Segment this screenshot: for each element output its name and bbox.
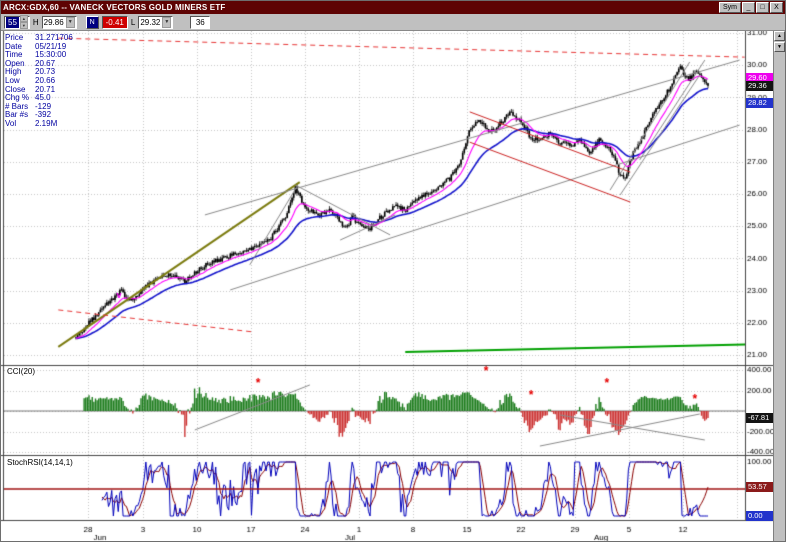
data-window-row: Time 15:30:00 — [5, 50, 73, 60]
dw-label: Chg % — [5, 93, 30, 103]
price-chart-canvas[interactable] — [1, 31, 773, 541]
window-controls: Sym _ □ X — [719, 2, 783, 13]
maximize-button[interactable]: □ — [756, 2, 769, 13]
chart-area: Price 31.271706 Date 05/21/19 Time 15:30:00… — [1, 31, 773, 541]
title-bar[interactable]: ARCX:GDX,60 -- VANECK VECTORS GOLD MINER… — [1, 1, 785, 14]
high-value-field[interactable]: 29.86 ▼ — [41, 15, 77, 29]
scroll-up-button[interactable]: ▲ — [774, 31, 785, 41]
dw-value: 45.0 — [35, 93, 51, 103]
spinner-icon[interactable]: ▲ ▼ — [19, 15, 28, 29]
data-window-row: High 20.73 — [5, 68, 73, 77]
low-label: L — [130, 17, 136, 27]
dw-value: 20.73 — [35, 67, 56, 77]
dw-value: 20.71 — [35, 84, 56, 94]
scroll-down-button[interactable]: ▼ — [774, 42, 785, 52]
dw-value: 05/21/19 — [35, 41, 67, 51]
right-scrollbar[interactable]: ▲ ▼ — [773, 31, 785, 541]
spinner-down-icon[interactable]: ▼ — [19, 22, 28, 29]
data-window-row: Low 20.66 — [5, 75, 73, 86]
dropdown-icon[interactable]: ▼ — [65, 16, 75, 28]
net-button[interactable]: N — [85, 15, 99, 29]
dw-label: # Bars — [5, 101, 29, 111]
dw-value: 20.66 — [35, 75, 56, 85]
price-tag-ema-fast: 29.60 — [746, 73, 773, 83]
data-window-row: # Bars -129 — [5, 101, 73, 112]
data-window-row: Bar #s -392 — [5, 111, 73, 120]
cci-panel-title: CCI(20) — [7, 367, 36, 376]
close-button[interactable]: X — [770, 2, 783, 13]
data-window-row: Chg % 45.0 — [5, 93, 73, 103]
low-value-field[interactable]: 29.32 ▼ — [138, 15, 174, 29]
low-value: 29.32 — [140, 17, 161, 27]
net-change-value: -0.41 — [101, 15, 128, 29]
window-title: ARCX:GDX,60 -- VANECK VECTORS GOLD MINER… — [3, 3, 226, 12]
interval-value: 55 — [6, 16, 19, 28]
dw-label: Close — [5, 84, 26, 94]
dropdown-icon[interactable]: ▼ — [162, 16, 172, 28]
data-window-row: Date 05/21/19 — [5, 41, 73, 52]
dw-label: Date — [5, 41, 22, 51]
high-label: H — [32, 17, 39, 27]
dw-value: 15:30:00 — [35, 50, 67, 60]
dw-label: Price — [5, 33, 24, 42]
stochrsi-panel-title: StochRSI(14,14,1) — [7, 458, 73, 467]
spinner-up-icon[interactable]: ▲ — [19, 15, 28, 22]
dw-label: Low — [5, 75, 20, 85]
price-tag-ema-slow: 28.82 — [746, 98, 773, 108]
minimize-button[interactable]: _ — [742, 2, 755, 13]
dw-label: High — [5, 67, 22, 77]
dw-value: 31.271706 — [35, 33, 73, 42]
interval-field[interactable]: 55 ▲ ▼ — [4, 15, 30, 29]
dw-label: Open — [5, 58, 25, 68]
dw-label: Bar #s — [5, 110, 29, 120]
dw-value: -129 — [35, 101, 52, 111]
data-window-row: Open 20.67 — [5, 58, 73, 69]
data-window: Price 31.271706 Date 05/21/19 Time 15:30:00… — [5, 33, 73, 129]
data-window-row: Vol 2.19M — [5, 118, 73, 129]
bars-field[interactable]: 36 — [190, 15, 211, 29]
dw-value: 20.67 — [35, 58, 56, 68]
cci-value-tag: -67.81 — [746, 413, 773, 423]
dw-label: Time — [5, 50, 23, 60]
stochrsi-k-value-tag: 0.00 — [746, 511, 773, 521]
stochrsi-d-value-tag: 53.57 — [746, 482, 773, 492]
data-window-row: Price 31.271706 — [5, 33, 73, 43]
dw-value: 2.19M — [35, 118, 58, 128]
sym-button[interactable]: Sym — [719, 2, 741, 13]
dw-label: Vol — [5, 118, 17, 128]
data-window-row: Close 20.71 — [5, 84, 73, 95]
price-tag-last: 29.36 — [746, 81, 773, 91]
toolbar: 55 ▲ ▼ H 29.86 ▼ N -0.41 L 29.32 ▼ 36 — [1, 14, 785, 31]
dw-value: -392 — [35, 110, 52, 120]
high-value: 29.86 — [43, 17, 64, 27]
